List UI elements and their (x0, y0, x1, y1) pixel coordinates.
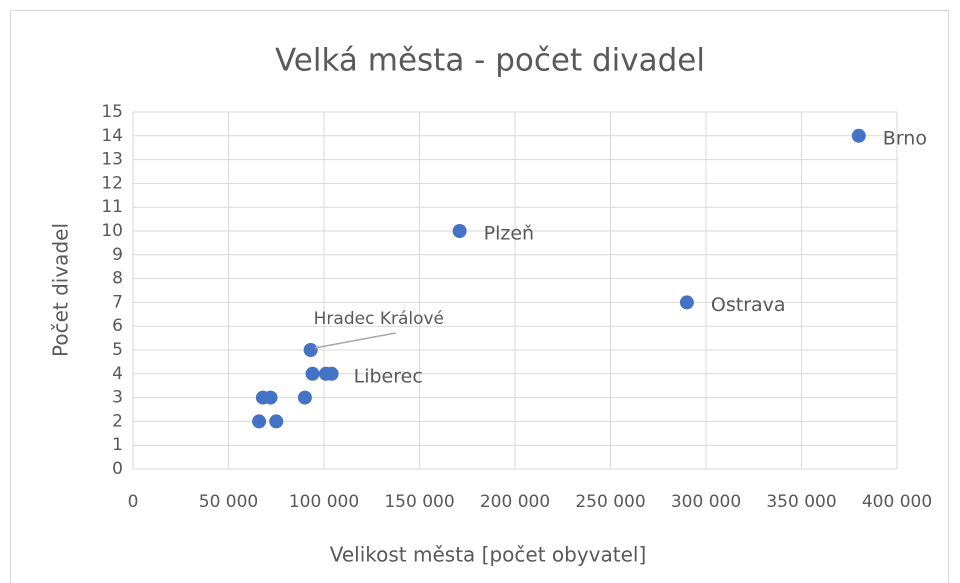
y-tick-label: 5 (112, 340, 123, 360)
y-tick-label: 12 (101, 173, 123, 193)
point (303, 343, 318, 357)
point-label: Brno (883, 127, 927, 149)
point-label: Hradec Králové (314, 309, 444, 329)
x-axis-label: Velikost města [počet obyvatel] (330, 543, 647, 567)
x-tick-label: 250 000 (575, 492, 645, 512)
chart-title: Velká města - počet divadel (275, 43, 705, 79)
y-axis-label: Počet divadel (49, 223, 73, 357)
point-label: Ostrava (711, 294, 786, 316)
y-tick-label: 6 (112, 316, 123, 336)
x-tick-label: 300 000 (671, 492, 741, 512)
point-label: Plzeň (484, 223, 534, 245)
y-tick-label: 8 (112, 269, 123, 289)
point (252, 414, 267, 429)
y-tick-label: 14 (101, 126, 123, 146)
point (269, 414, 284, 429)
point (851, 128, 866, 143)
y-tick-label: 15 (101, 102, 123, 122)
y-tick-label: 2 (112, 411, 123, 431)
x-tick-label: 50 000 (199, 492, 258, 512)
chart-frame (10, 10, 949, 583)
y-tick-label: 0 (112, 459, 123, 479)
point (263, 390, 278, 405)
x-tick-label: 400 000 (862, 492, 932, 512)
y-tick-label: 10 (101, 221, 123, 241)
x-tick-label: 350 000 (766, 492, 836, 512)
y-tick-label: 11 (101, 197, 123, 217)
point (318, 366, 333, 381)
x-tick-label: 0 (128, 492, 139, 512)
leader-line (314, 332, 396, 349)
y-tick-label: 13 (101, 150, 123, 170)
x-tick-label: 150 000 (384, 492, 454, 512)
point (305, 366, 320, 381)
point (452, 224, 467, 238)
y-tick-label: 3 (112, 388, 123, 408)
point (297, 390, 312, 405)
point (679, 295, 694, 310)
point-label: Liberec (354, 365, 423, 387)
y-tick-label: 1 (112, 435, 123, 455)
x-tick-label: 200 000 (480, 492, 550, 512)
y-tick-label: 4 (112, 364, 123, 384)
y-tick-label: 9 (112, 245, 123, 265)
x-tick-label: 100 000 (289, 492, 359, 512)
y-tick-label: 7 (112, 292, 123, 312)
